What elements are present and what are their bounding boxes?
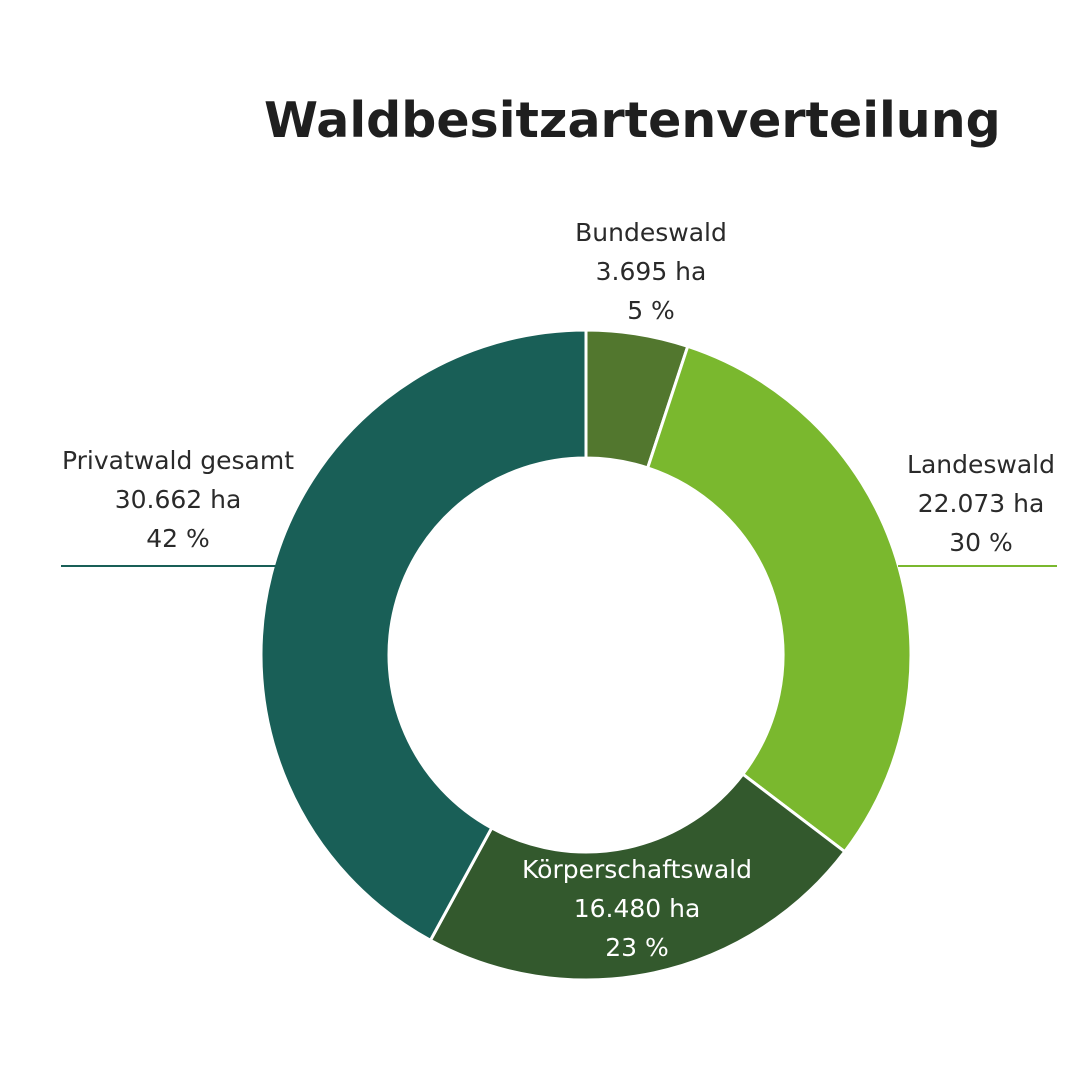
label-percent-koerperschaftswald: 23 % <box>605 933 669 962</box>
label-percent-bundeswald: 5 % <box>627 296 675 325</box>
label-value-bundeswald: 3.695 ha <box>596 257 707 286</box>
label-value-landeswald: 22.073 ha <box>918 489 1045 518</box>
label-value-privatwald-gesamt: 30.662 ha <box>115 485 242 514</box>
label-privatwald-gesamt: Privatwald gesamt 30.662 ha 42 % <box>62 446 294 553</box>
label-percent-landeswald: 30 % <box>949 528 1013 557</box>
slice-koerperschaftswald <box>428 772 847 982</box>
slice-privatwald-gesamt <box>259 328 588 943</box>
label-name-koerperschaftswald: Körperschaftswald <box>522 855 752 884</box>
label-name-bundeswald: Bundeswald <box>575 218 727 247</box>
label-koerperschaftswald: Körperschaftswald 16.480 ha 23 % <box>522 855 752 962</box>
chart-title: Waldbesitzartenverteilung <box>264 92 1001 149</box>
label-landeswald: Landeswald 22.073 ha 30 % <box>907 450 1055 557</box>
slice-landeswald <box>645 344 913 854</box>
label-percent-privatwald-gesamt: 42 % <box>146 524 210 553</box>
label-bundeswald: Bundeswald 3.695 ha 5 % <box>575 218 727 325</box>
label-name-privatwald-gesamt: Privatwald gesamt <box>62 446 294 475</box>
label-name-landeswald: Landeswald <box>907 450 1055 479</box>
label-value-koerperschaftswald: 16.480 ha <box>574 894 701 923</box>
